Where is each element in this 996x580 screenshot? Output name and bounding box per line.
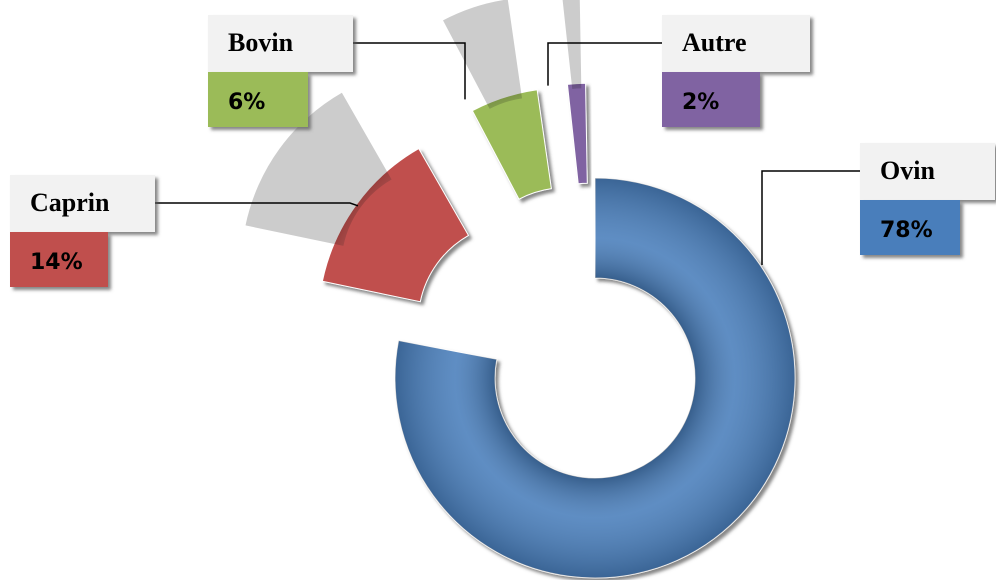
segment-shade: [443, 0, 523, 109]
value-box: [208, 72, 308, 127]
category-label: Ovin: [880, 156, 935, 185]
leader-line: [547, 42, 662, 86]
segment-shade: [562, 0, 582, 89]
label-box: [860, 143, 995, 200]
value-label: 6%: [228, 90, 265, 115]
value-label: 2%: [682, 90, 719, 115]
leader-line: [155, 202, 359, 207]
value-label: 78%: [880, 218, 933, 243]
value-box: [10, 232, 108, 287]
category-label: Caprin: [30, 188, 110, 217]
value-box: [662, 72, 760, 127]
label-box: [208, 15, 353, 72]
category-label: Bovin: [228, 28, 294, 57]
leader-line: [761, 170, 860, 265]
label-box: [10, 175, 155, 232]
label-box: [662, 15, 810, 72]
leader-line: [353, 42, 466, 100]
donut-segment: [566, 82, 588, 185]
segment-shade: [245, 92, 392, 246]
category-label: Autre: [682, 28, 747, 57]
segment-shade: [394, 178, 795, 579]
value-label: 14%: [30, 250, 83, 275]
value-box: [860, 200, 960, 255]
donut-segment: [471, 89, 552, 200]
